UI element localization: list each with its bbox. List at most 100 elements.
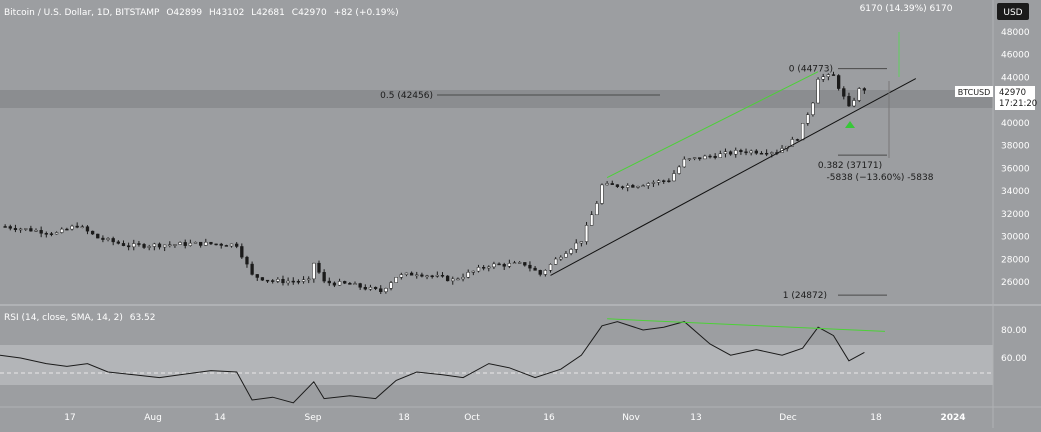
candle-body xyxy=(142,244,146,248)
candle-body xyxy=(615,184,620,187)
candle-body xyxy=(420,274,424,277)
time-tick-label: Dec xyxy=(779,413,796,423)
candle-body xyxy=(754,150,758,154)
candle-body xyxy=(260,277,265,281)
time-axis: 17 Aug 14 Sep 18 Oct 16 Nov 13 Dec 18 2024 xyxy=(64,413,965,423)
candle-body xyxy=(245,256,249,265)
price-tag: BTCUSD 42970 17:21:20 xyxy=(955,86,1037,110)
main-pane-background xyxy=(0,90,993,108)
currency-button[interactable]: USD xyxy=(997,3,1029,20)
candle-body xyxy=(34,230,38,232)
candle-body xyxy=(507,263,512,267)
candle-body xyxy=(301,279,306,282)
time-tick-label: 16 xyxy=(543,413,555,423)
candle-body xyxy=(579,241,584,244)
candle-body xyxy=(687,158,692,160)
candle-body xyxy=(518,262,522,264)
candle-body xyxy=(137,243,141,245)
candle-body xyxy=(8,226,12,229)
candle-body xyxy=(466,272,470,278)
ohlc-high: 43102 xyxy=(216,8,245,18)
candle-body xyxy=(600,184,604,204)
candle-body xyxy=(85,226,90,232)
candle-body xyxy=(497,263,501,266)
fib-level-label: 0.5 (42456) xyxy=(380,91,433,101)
candle-body xyxy=(271,280,275,282)
candle-body xyxy=(60,228,64,233)
candle-body xyxy=(487,266,491,269)
green-arrow-icon xyxy=(845,121,855,128)
candle-body xyxy=(415,274,419,277)
candle-body xyxy=(224,245,229,247)
candle-body xyxy=(404,272,409,275)
rsi-legend: RSI (14, close, SMA, 14, 2) 63.52 xyxy=(4,313,155,323)
candle-body xyxy=(764,152,769,155)
rsi-tick-label: 60.00 xyxy=(1001,354,1027,364)
candle-body xyxy=(353,283,357,285)
candle-body xyxy=(80,226,84,228)
rsi-tick-label: 80.00 xyxy=(1001,326,1027,336)
candle-body xyxy=(692,157,697,159)
candle-body xyxy=(548,264,553,271)
price-tick-label: 48000 xyxy=(1001,28,1030,38)
candle-body xyxy=(713,156,717,158)
rsi-divergence-line xyxy=(607,318,885,332)
candle-body xyxy=(538,270,542,275)
rsi-axis: 80.00 60.00 xyxy=(1001,326,1027,364)
candle-body xyxy=(296,281,301,283)
price-tick-label: 44000 xyxy=(1001,73,1030,83)
candle-body xyxy=(322,272,326,282)
candle-body xyxy=(337,281,342,286)
currency-button-label[interactable]: USD xyxy=(1003,8,1022,18)
candle-body xyxy=(744,151,748,154)
candle-body xyxy=(24,228,28,230)
candle-body xyxy=(646,183,650,186)
fib-level-label: 0 (44773) xyxy=(789,65,833,75)
change: +82 (+0.19%) xyxy=(334,8,399,18)
candle-body xyxy=(13,228,18,231)
candle-body xyxy=(317,262,321,273)
candle-body xyxy=(312,262,316,280)
candle-body xyxy=(656,180,661,183)
candle-body xyxy=(116,241,120,244)
candle-body xyxy=(368,286,373,290)
candle-body xyxy=(471,270,475,273)
candle-body xyxy=(456,278,460,281)
time-tick-label: Sep xyxy=(305,413,322,423)
rsi-line xyxy=(0,321,865,404)
resistance-band xyxy=(0,90,993,108)
candle-body xyxy=(476,267,481,272)
candle-body xyxy=(199,241,203,246)
candle-body xyxy=(723,151,728,154)
ohlc-close-label: C xyxy=(292,8,298,18)
candlestick-series xyxy=(3,71,867,294)
time-tick-label: 18 xyxy=(870,413,882,423)
candle-body xyxy=(435,275,439,277)
candle-body xyxy=(445,275,450,282)
candle-body xyxy=(204,241,208,246)
candle-body xyxy=(605,183,609,186)
candle-body xyxy=(44,233,48,235)
candle-body xyxy=(126,245,131,248)
candle-body xyxy=(862,88,867,91)
candle-body xyxy=(641,185,645,187)
candle-body xyxy=(389,282,393,289)
time-tick-label: 18 xyxy=(398,413,410,423)
price-tick-label: 28000 xyxy=(1001,255,1030,265)
candle-body xyxy=(132,243,136,248)
candle-body xyxy=(327,280,331,284)
candle-body xyxy=(255,274,259,278)
candle-body xyxy=(373,286,378,289)
candle-body xyxy=(121,243,126,246)
candle-body xyxy=(831,74,836,76)
candle-body xyxy=(235,243,239,247)
candle-body xyxy=(739,150,743,153)
price-tag-symbol: BTCUSD xyxy=(958,88,991,97)
candle-body xyxy=(574,242,578,250)
candle-body xyxy=(836,75,841,89)
candle-body xyxy=(651,182,656,184)
candle-body xyxy=(394,277,398,283)
candle-body xyxy=(759,152,764,155)
time-tick-label: 13 xyxy=(690,413,701,423)
